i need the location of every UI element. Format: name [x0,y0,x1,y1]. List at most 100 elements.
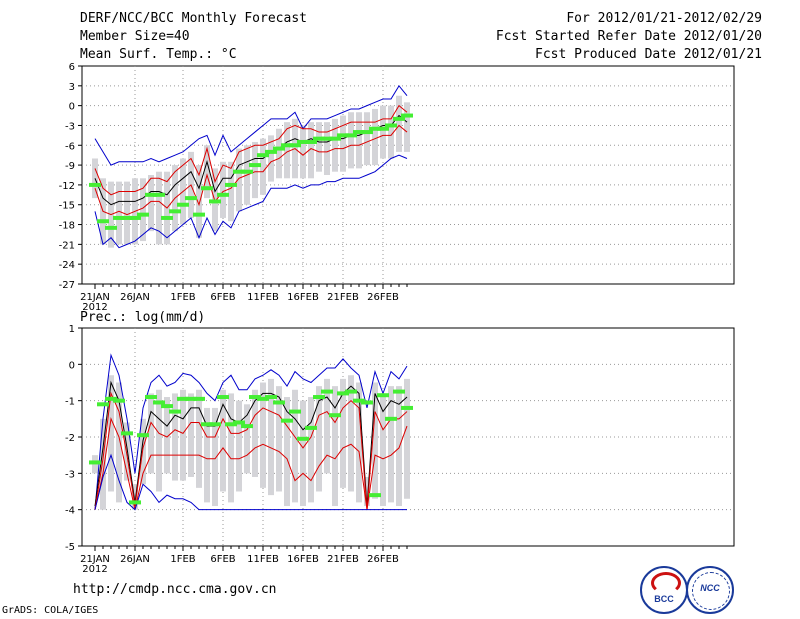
prec-xtick-label: 6FEB [210,554,235,565]
prec-spread-bar [380,393,386,507]
temp-ytick-label: -6 [65,141,75,152]
prec-observed-marker [273,400,285,405]
temp-series-max [94,84,408,166]
temp-spread-bar [260,138,266,195]
prec-spread-bar [348,375,354,492]
temp-ytick-label: 6 [69,62,75,73]
prec-spread-bar [268,378,274,496]
temp-spread-bar [268,135,274,182]
source-url[interactable]: http://cmdp.ncc.cma.gov.cn [73,582,277,597]
prec-spread-bar [100,418,106,510]
prec-spread-bar [108,375,114,492]
prec-spread-bar [156,389,162,492]
temp-spread-bar [156,171,162,245]
prec-spread-bar [204,407,210,503]
prec-observed-marker [153,400,165,405]
prec-observed-marker [241,424,253,429]
prec-spread-bar [228,393,234,503]
ncc-globe-icon [692,572,730,610]
prec-spread-bar [260,382,266,488]
temp-observed-marker [281,143,293,148]
temp-observed-marker [345,133,357,138]
forecast-produced-label: Fcst Produced Date 2012/01/21 [535,47,762,62]
prec-observed-marker [113,398,125,403]
prec-spread-bar [196,389,202,488]
temp-observed-marker [401,113,413,118]
prec-observed-marker [369,493,381,498]
bcc-logo: BCC [640,566,688,614]
prec-spread-bar [116,382,122,503]
prec-spread-bar [300,400,306,507]
prec-observed-marker [265,395,277,400]
temp-observed-marker [353,130,365,135]
grads-credit: GrADS: COLA/IGES [2,605,99,616]
prec-observed-marker [289,409,301,414]
temp-ytick-label: -3 [65,121,75,132]
temp-observed-marker [225,182,237,187]
temp-observed-marker [113,215,125,220]
temp-spread-bar [236,148,242,212]
temp-spread-bar [204,145,210,199]
temp-spread-bar [252,141,258,199]
temp-observed-marker [361,130,373,135]
temp-xtick-label: 16FEB [287,292,319,303]
temp-observed-marker [153,192,165,197]
temp-xtick-label: 26FEB [367,292,399,303]
prec-xtick-label: 21JAN [80,554,110,565]
temp-observed-marker [129,215,141,220]
temp-observed-marker [321,136,333,141]
prec-observed-marker [145,395,157,400]
temp-spread-bar [340,115,346,172]
forecast-start-label: Fcst Started Refer Date 2012/01/20 [495,29,762,44]
prec-observed-marker [393,389,405,394]
temp-xtick-label: 21FEB [327,292,359,303]
prec-spread-bar [244,404,250,474]
prec-observed-marker [313,395,325,400]
prec-spread-bar [180,389,186,481]
prec-observed-marker [89,460,101,465]
prec-spread-bar [356,382,362,503]
bcc-logo-text: BCC [654,594,674,604]
prec-ytick-label: 1 [69,324,75,335]
temp-observed-marker [241,169,253,174]
prec-observed-marker [377,393,389,398]
temp-observed-marker [369,126,381,131]
temp-spread-bar [380,105,386,159]
temp-ytick-label: -9 [65,161,75,172]
temp-xtick-label: 26JAN [120,292,150,303]
temp-ytick-label: -27 [59,280,75,291]
temp-spread-bar [228,161,234,222]
prec-spread-bar [340,378,346,488]
temp-observed-marker [105,225,117,230]
prec-observed-marker [201,422,213,427]
prec-observed-marker [249,395,261,400]
prec-spread-bar [308,397,314,503]
prec-observed-marker [225,422,237,427]
prec-spread-bar [388,386,394,503]
bcc-swirl-icon [651,572,681,594]
prec-year-label: 2012 [82,564,107,575]
temp-observed-marker [193,212,205,217]
temp-series-upper [94,104,408,196]
temp-ytick-label: 0 [69,102,75,113]
temp-spread-bar [148,175,154,232]
temp-spread-bar [364,112,370,166]
prec-spread-bar [316,386,322,492]
prec-spread-bar [284,397,290,507]
temp-observed-marker [289,143,301,148]
temp-series-min [94,154,408,249]
prec-observed-marker [217,395,229,400]
temp-observed-marker [297,139,309,144]
prec-spread-bar [292,389,298,503]
temp-observed-marker [185,196,197,201]
temp-frame [81,65,735,285]
prec-observed-marker [137,433,149,438]
prec-observed-marker [169,409,181,414]
temp-year-label: 2012 [82,302,107,313]
temp-ytick-label: -24 [59,260,75,271]
member-size-label: Member Size=40 [80,29,190,44]
prec-observed-marker [281,418,293,423]
temp-observed-marker [89,182,101,187]
temp-spread-bar [196,165,202,238]
chart-title: DERF/NCC/BCC Monthly Forecast [80,11,307,26]
